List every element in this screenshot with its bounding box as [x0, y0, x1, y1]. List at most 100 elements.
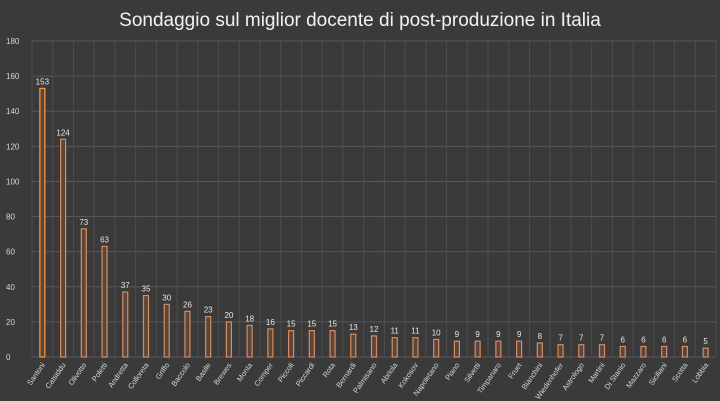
bar [163, 303, 170, 358]
y-tick-label: 100 [6, 177, 20, 186]
data-label: 23 [204, 306, 213, 315]
x-tick-label: Brewes [212, 361, 234, 387]
data-label: 7 [558, 334, 563, 343]
data-label: 35 [142, 285, 151, 294]
bar [661, 345, 668, 358]
data-label: 20 [224, 311, 233, 320]
y-tick-label: 180 [6, 37, 20, 46]
bar [598, 344, 606, 358]
data-label: 6 [683, 335, 688, 344]
x-tick-label: Martini [586, 361, 606, 385]
x-tick-label: Siciliani [647, 361, 669, 387]
x-tick-label: Rota [321, 360, 338, 379]
x-tick-label: Di Stanio [603, 361, 628, 391]
x-tick-label: Abriola [379, 360, 400, 385]
x-tick-label: Scotta [670, 360, 690, 383]
data-label: 15 [287, 320, 296, 329]
x-tick-label: Griffo [154, 361, 172, 381]
bar [184, 310, 191, 358]
data-label: 6 [621, 335, 626, 344]
bar [370, 335, 378, 358]
x-tick-label: Catsiddu [43, 361, 67, 390]
data-label: 73 [79, 218, 88, 227]
bar [433, 338, 440, 358]
bar [267, 328, 274, 358]
bar [39, 87, 46, 358]
y-tick-label: 160 [6, 72, 20, 81]
bar [557, 344, 564, 358]
data-label: 9 [455, 330, 460, 339]
data-label: 6 [641, 335, 646, 344]
bar [101, 245, 108, 358]
data-label: 7 [579, 334, 584, 343]
bar [412, 337, 419, 358]
x-tick-label: Piccardi [294, 361, 317, 388]
x-tick-label: Silvetti [462, 361, 482, 385]
bar [225, 321, 233, 358]
data-label: 9 [517, 330, 522, 339]
data-label: 12 [370, 325, 379, 334]
data-label: 37 [121, 281, 130, 290]
data-label: 124 [56, 128, 70, 137]
bar [681, 345, 689, 358]
y-tick-label: 40 [6, 283, 15, 292]
bar [142, 294, 150, 358]
y-tick-label: 80 [6, 213, 15, 222]
x-tick-label: Piano [443, 361, 461, 382]
x-tick-label: Basile [194, 361, 213, 383]
data-label: 11 [391, 327, 400, 336]
y-tick-label: 20 [6, 318, 15, 327]
data-label: 7 [600, 334, 605, 343]
bar [329, 330, 336, 358]
bar [578, 344, 585, 358]
y-tick-label: 140 [6, 107, 20, 116]
data-label: 18 [245, 314, 254, 323]
x-tick-label: Monta [235, 360, 255, 383]
bar [536, 342, 543, 358]
bar [122, 291, 129, 358]
data-label: 11 [411, 327, 420, 336]
bar [515, 340, 523, 358]
bar [391, 337, 398, 358]
bar [287, 330, 295, 358]
bar [308, 330, 315, 358]
data-label: 9 [475, 330, 480, 339]
data-label: 26 [183, 300, 192, 309]
bar [640, 345, 647, 358]
data-label: 10 [432, 328, 441, 337]
bar [474, 340, 481, 358]
y-tick-label: 60 [6, 248, 15, 257]
bar [205, 316, 212, 358]
data-label: 6 [662, 335, 667, 344]
bar [59, 138, 67, 358]
bar [702, 347, 709, 358]
data-label: 63 [100, 235, 109, 244]
bar [80, 228, 87, 358]
data-label: 9 [496, 330, 501, 339]
y-tick-label: 120 [6, 142, 20, 151]
bar [495, 340, 502, 358]
x-tick-label: Mazzaro [624, 361, 648, 390]
x-tick-label: Fruet [506, 360, 524, 380]
data-label: 30 [162, 293, 171, 302]
y-tick-label: 0 [6, 353, 11, 362]
data-label: 15 [328, 320, 337, 329]
data-label: 13 [349, 323, 358, 332]
x-tick-label: Baccolo [169, 361, 192, 388]
data-label: 153 [36, 77, 50, 86]
bar [619, 345, 626, 358]
data-label: 16 [266, 318, 275, 327]
x-tick-label: Comper [252, 361, 275, 388]
x-tick-label: Lobbia [690, 360, 711, 384]
x-tick-label: Piccoli [276, 361, 296, 384]
chart-title: Sondaggio sul miglior docente di post-pr… [119, 10, 601, 31]
x-tick-label: Olivotto [66, 361, 88, 387]
x-tick-label: Poletti [90, 361, 110, 384]
data-label: 5 [703, 337, 708, 346]
bar [246, 324, 253, 358]
bar [350, 333, 357, 358]
data-label: 8 [538, 332, 543, 341]
bar [453, 340, 461, 358]
